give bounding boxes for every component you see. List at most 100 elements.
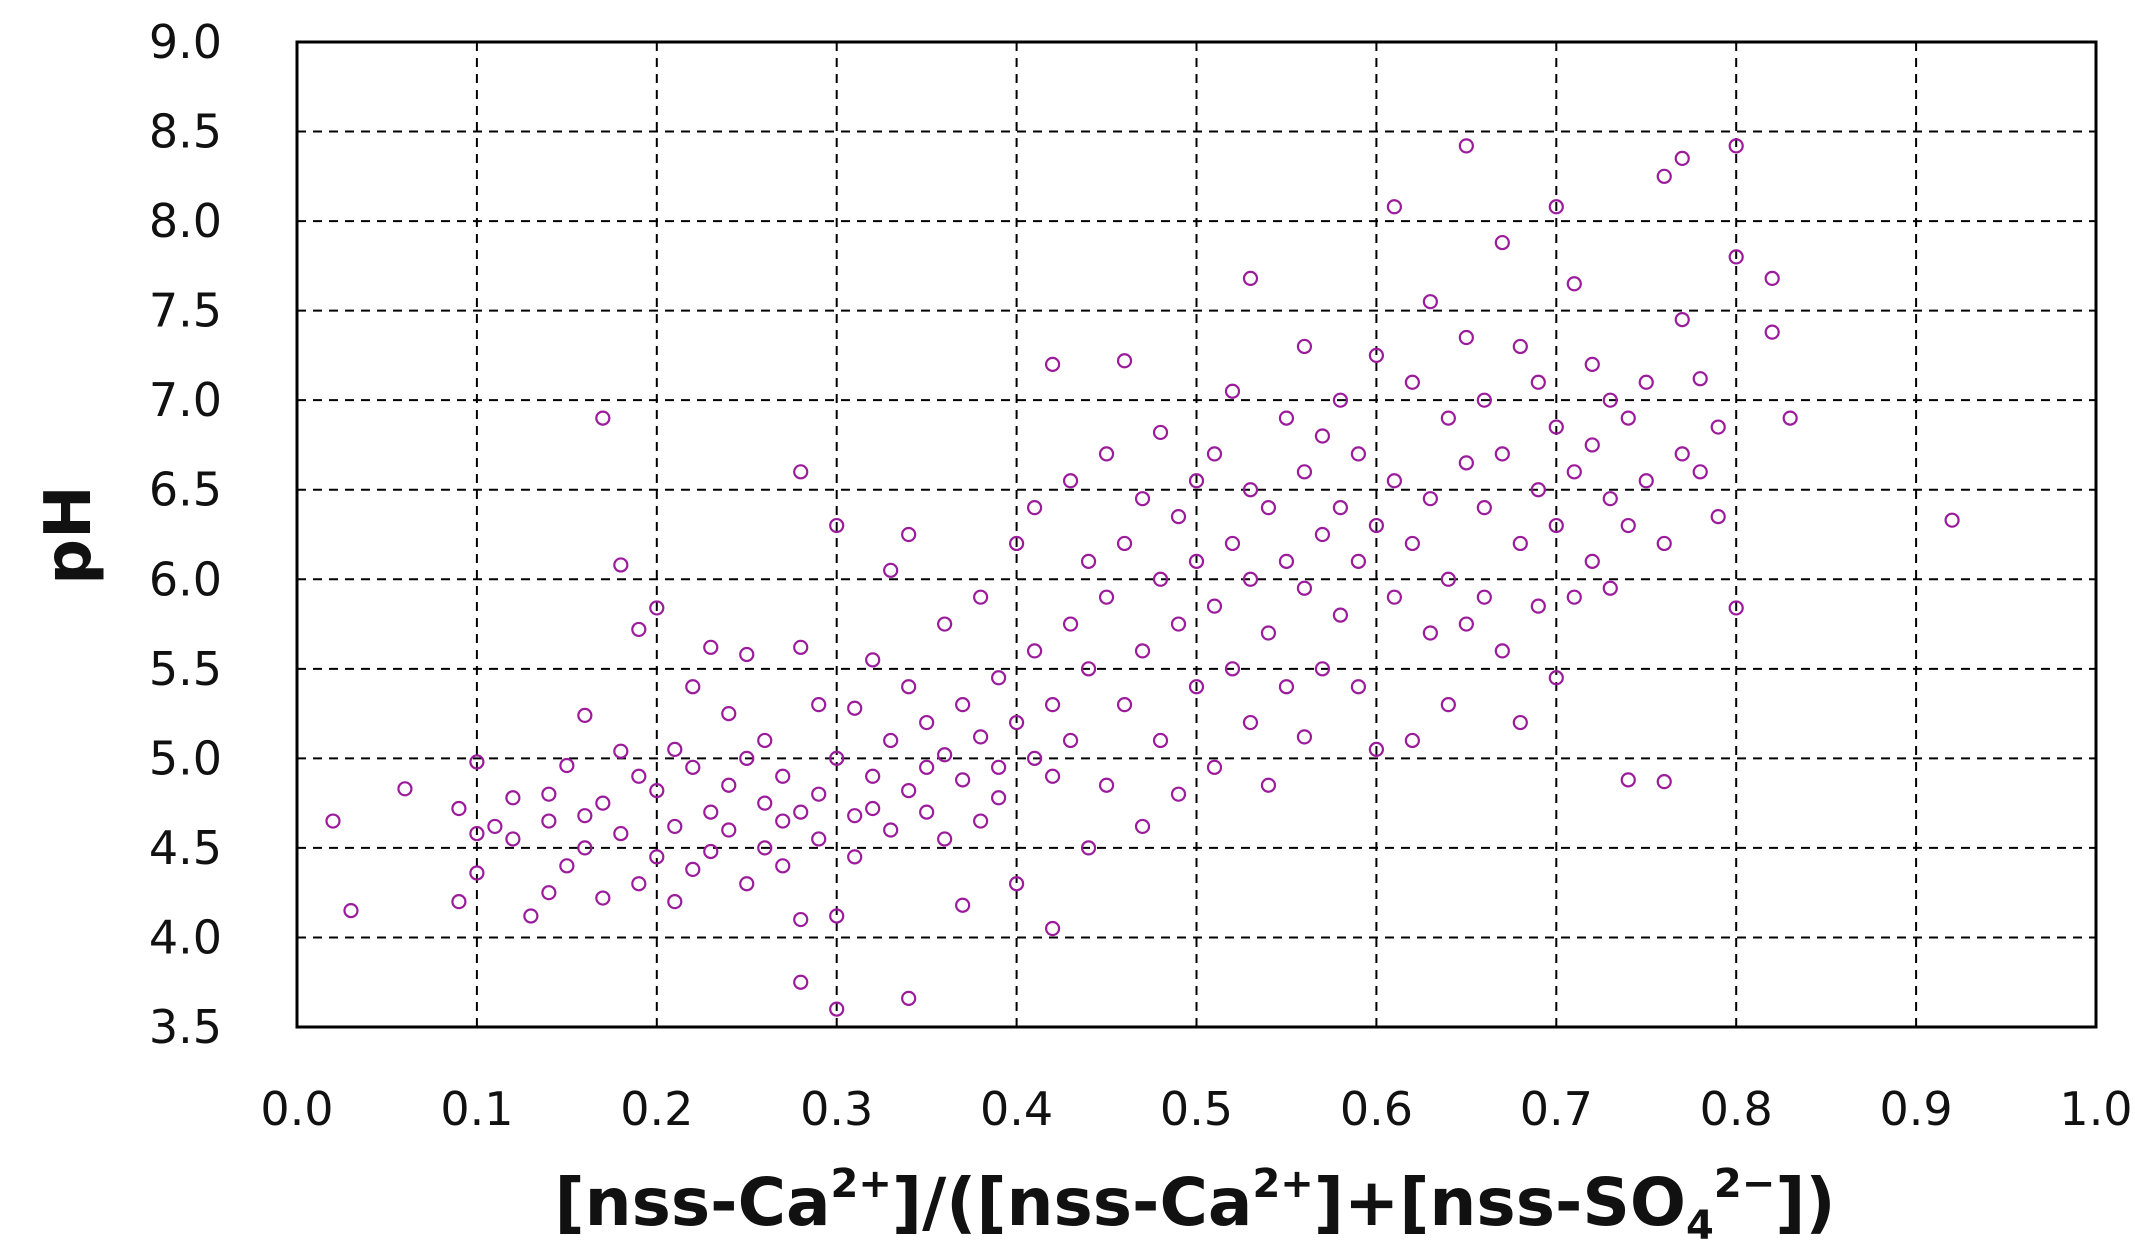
x-label-sup-1: 2+ [831, 1161, 892, 1207]
data-point [1494, 446, 1510, 462]
data-point [973, 729, 989, 745]
data-point [1404, 374, 1420, 390]
data-point [721, 705, 737, 722]
data-point [937, 831, 953, 847]
data-point [1044, 356, 1061, 372]
data-point [1512, 714, 1528, 731]
x-tick-label: 0.6 [1340, 1082, 1413, 1136]
data-point [1620, 772, 1636, 788]
grid-lines [297, 42, 2096, 1027]
data-point [1656, 168, 1672, 184]
data-point [1530, 374, 1546, 390]
data-point [1728, 138, 1744, 154]
data-point [469, 754, 485, 770]
data-point [1314, 428, 1331, 444]
data-point [1350, 446, 1367, 462]
data-point [1494, 234, 1510, 251]
x-label-part-2: ]/([nss-Ca [892, 1164, 1253, 1241]
data-point [469, 865, 485, 881]
data-point [1584, 437, 1600, 453]
data-point [451, 800, 467, 817]
y-axis-label: pH [32, 485, 106, 584]
data-point [1548, 670, 1564, 686]
data-point [1242, 714, 1259, 731]
data-point [523, 908, 539, 924]
data-point [793, 804, 809, 820]
data-point [1224, 383, 1241, 399]
data-point [1944, 512, 1960, 528]
data-point [883, 732, 899, 749]
data-point [1764, 324, 1780, 340]
data-point [883, 562, 899, 578]
data-point [1476, 589, 1492, 605]
data-point [739, 646, 755, 663]
data-point [703, 804, 719, 820]
x-label-part-1: [nss-Ca [554, 1164, 830, 1241]
x-label-sup-3: 2− [1714, 1161, 1775, 1207]
data-point [1026, 750, 1043, 766]
data-point [1080, 840, 1097, 856]
data-point [1674, 446, 1690, 462]
data-point [613, 743, 629, 759]
x-tick-label: 0.9 [1880, 1082, 1953, 1136]
data-point [1296, 580, 1313, 596]
data-point [1314, 526, 1331, 543]
data-point [1170, 508, 1187, 525]
y-tick-label: 8.0 [149, 194, 222, 248]
data-point [541, 813, 557, 829]
data-point [1098, 589, 1115, 605]
data-point [1278, 553, 1295, 569]
data-point [1044, 920, 1061, 937]
data-point [1710, 419, 1726, 435]
data-point [1476, 500, 1492, 516]
data-point [649, 782, 665, 799]
data-point [919, 804, 935, 820]
data-point [613, 825, 629, 842]
data-point [1206, 598, 1223, 614]
data-point [1332, 392, 1349, 408]
y-tick-label: 7.5 [149, 284, 222, 338]
data-point [1206, 759, 1223, 775]
data-point [937, 616, 953, 632]
data-point [1530, 482, 1546, 498]
data-point [1566, 589, 1582, 605]
data-point [937, 747, 953, 763]
x-tick-label: 0.7 [1520, 1082, 1593, 1136]
data-point [1188, 553, 1205, 569]
data-point [1386, 589, 1402, 605]
x-tick-label: 0.1 [440, 1082, 513, 1136]
data-point [1512, 535, 1528, 552]
data-point [919, 759, 935, 775]
data-point [541, 786, 557, 802]
data-point [1278, 679, 1295, 695]
data-point [1026, 643, 1043, 659]
data-point [721, 777, 737, 793]
data-point [577, 840, 593, 856]
data-point [1152, 571, 1169, 587]
data-point [1422, 625, 1438, 641]
data-point [829, 750, 845, 766]
data-point [1386, 199, 1402, 215]
data-point [559, 757, 575, 774]
data-point [1728, 600, 1744, 616]
data-point [1242, 571, 1259, 587]
data-point [1620, 410, 1636, 426]
data-point [991, 790, 1007, 806]
data-point [793, 911, 809, 928]
data-point [1386, 473, 1402, 489]
data-point [325, 813, 341, 829]
data-point [1422, 294, 1438, 310]
data-point [811, 786, 827, 802]
data-point [775, 768, 791, 784]
x-label-sup-2: 2+ [1252, 1161, 1313, 1207]
data-point [1170, 616, 1187, 632]
data-point [1458, 455, 1474, 471]
data-point [1566, 276, 1582, 292]
data-point [1692, 464, 1708, 480]
data-point [901, 782, 917, 799]
data-point [1116, 535, 1133, 552]
data-point [775, 813, 791, 829]
data-point [1368, 347, 1385, 364]
data-point [1278, 410, 1295, 426]
